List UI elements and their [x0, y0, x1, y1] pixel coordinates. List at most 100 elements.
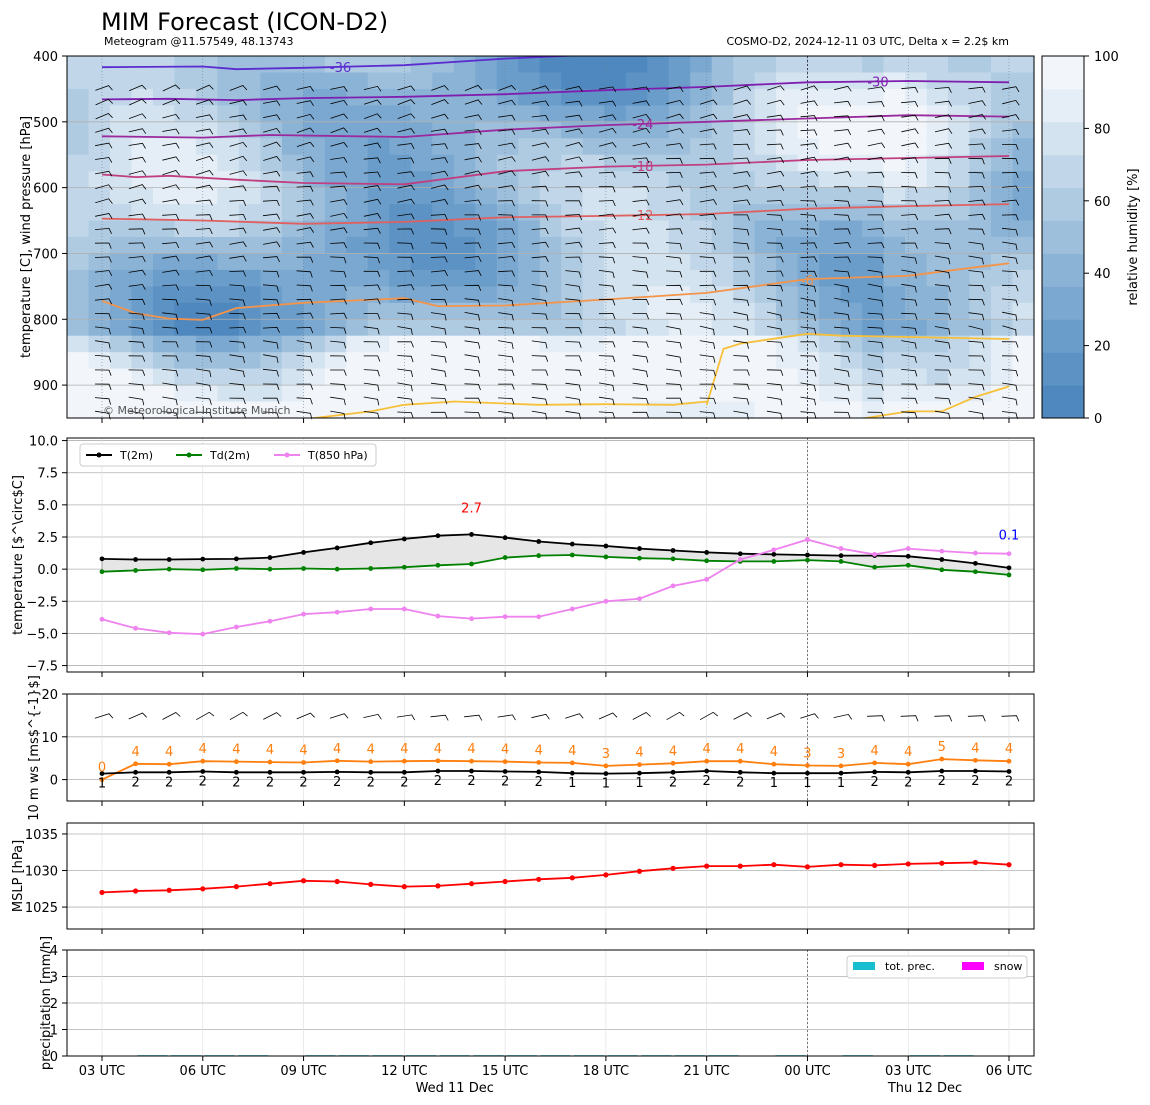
wind-barb — [162, 214, 180, 221]
wind-barb — [867, 115, 885, 122]
wind-barb — [834, 100, 852, 107]
wind-barb — [565, 284, 581, 293]
wind-point — [704, 768, 710, 774]
temperature-point — [569, 541, 575, 547]
wind-barb — [800, 341, 817, 348]
wind-point — [502, 759, 508, 765]
speed-value-label: 2 — [971, 774, 979, 789]
wind-barb — [1001, 227, 1018, 236]
humidity-cell — [883, 269, 906, 287]
humidity-cell — [690, 401, 713, 419]
wind-barb — [901, 256, 918, 264]
wind-barb — [766, 369, 784, 376]
humidity-cell — [733, 253, 756, 271]
mslp-point — [872, 862, 878, 869]
wind-barb — [397, 213, 415, 220]
wind-barb — [733, 298, 750, 307]
temperature-point — [334, 609, 340, 615]
humidity-cell — [410, 154, 433, 172]
humidity-cell — [733, 319, 756, 337]
humidity-cell — [432, 319, 455, 337]
humidity-cell — [733, 335, 756, 353]
wind-barb — [666, 340, 682, 349]
y-tick-label: 2 — [50, 997, 58, 1012]
temperature-point — [569, 552, 575, 558]
temperature-point — [334, 566, 340, 572]
legend-box — [79, 443, 377, 467]
gust-value-label: 4 — [1005, 742, 1013, 757]
wind-barb — [95, 113, 113, 120]
wind-barb — [128, 383, 145, 391]
humidity-cell — [131, 237, 154, 255]
wind-barb — [666, 185, 684, 192]
humidity-cell — [518, 204, 541, 222]
humidity-cell — [496, 204, 519, 222]
wind-barb — [867, 101, 885, 108]
wind-barb — [565, 410, 581, 420]
humidity-cell — [862, 286, 885, 304]
legend-snow-label: snow — [994, 960, 1022, 973]
wind-barb — [598, 270, 615, 279]
wind-barb — [95, 340, 111, 349]
mslp-point — [771, 862, 777, 868]
humidity-cell — [496, 335, 519, 353]
humidity-cell — [1012, 352, 1035, 370]
speed-value-label: 2 — [535, 775, 543, 790]
humidity-cell — [153, 253, 176, 271]
humidity-cell — [346, 237, 369, 255]
mslp-line — [99, 859, 1012, 896]
x-tick-label: 21 UTC — [683, 1064, 729, 1079]
humidity-cell — [195, 352, 218, 370]
humidity-cell — [690, 121, 713, 139]
wind-barb — [666, 298, 683, 306]
wind-barb — [699, 369, 716, 377]
wind-barb — [1002, 396, 1018, 406]
humidity-cell — [174, 56, 197, 74]
gust-value-label: 3 — [602, 747, 610, 762]
wind-barb — [598, 86, 617, 93]
humidity-cell — [238, 286, 261, 304]
wind-barb — [94, 383, 112, 390]
wind-point — [805, 770, 810, 776]
humidity-cell — [153, 269, 176, 287]
temperature-point — [670, 556, 676, 562]
humidity-cell — [217, 401, 240, 419]
wind-point — [435, 758, 441, 764]
humidity-cell — [453, 138, 476, 156]
humidity-cell — [647, 187, 670, 205]
humidity-cell — [303, 220, 326, 238]
humidity-cell — [819, 138, 842, 156]
wind-barb — [296, 354, 313, 363]
wind-barb — [1002, 114, 1020, 120]
wind-point — [200, 769, 206, 774]
x-tick-label: 12 UTC — [381, 1064, 427, 1079]
temperature-point — [502, 555, 508, 560]
wind-barb — [766, 157, 785, 164]
wind-point — [469, 768, 474, 774]
wind-barb — [632, 199, 650, 206]
humidity-cell — [475, 105, 498, 123]
humidity-cell — [432, 56, 455, 74]
humidity-cell — [690, 269, 713, 287]
wind-barb — [867, 283, 883, 293]
wind-barb — [162, 142, 180, 149]
wind-point — [502, 769, 508, 774]
wind-barb — [162, 382, 178, 392]
wind-barb — [128, 269, 146, 276]
wind-barb — [531, 114, 549, 121]
humidity-cell — [153, 88, 176, 106]
humidity-cell — [260, 335, 283, 353]
wind-barb — [901, 213, 919, 221]
wind-barb — [565, 327, 582, 334]
wind-barb — [196, 711, 215, 721]
temperature-y-axis-label: temperature [$^\circ$C] — [11, 475, 26, 635]
humidity-cell — [475, 335, 498, 353]
wind-barb — [968, 369, 985, 376]
humidity-cell — [496, 368, 519, 386]
humidity-cell — [905, 154, 928, 172]
humidity-cell — [67, 88, 90, 106]
wind-barb — [498, 114, 516, 121]
humidity-cell — [110, 302, 133, 320]
temperature-point — [771, 551, 777, 557]
